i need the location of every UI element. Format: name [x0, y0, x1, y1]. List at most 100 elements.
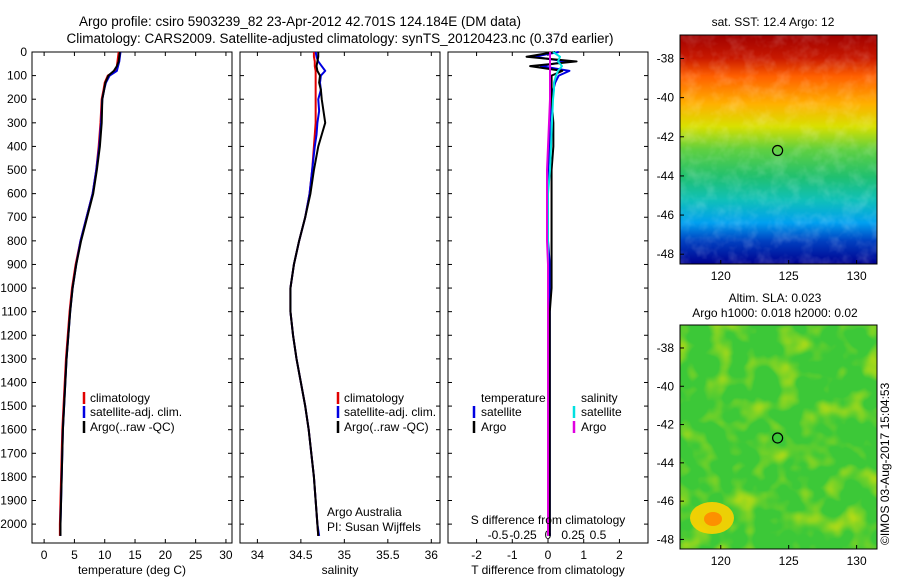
x-tick-label: 25	[189, 548, 203, 562]
figure-title-line2: Climatology: CARS2009. Satellite-adjuste…	[66, 31, 613, 46]
legend-sal-satellite-label: satellite	[581, 405, 622, 419]
sst-heatmap-texture	[680, 35, 877, 264]
y-tick-label: 900	[7, 257, 27, 271]
x-tick-label: 5	[71, 548, 78, 562]
map-x-tick-label: 130	[847, 269, 867, 283]
figure-title-line1: Argo profile: csiro 5903239_82 23-Apr-20…	[79, 14, 521, 29]
legend-temp-satellite-label: satellite	[481, 405, 522, 419]
y-tick-label: 1500	[0, 399, 27, 413]
map-y-tick-label: -40	[657, 91, 675, 105]
argo-float-marker	[772, 144, 784, 157]
temperature-profile-panel: 0100200300400500600700800900100011001200…	[0, 45, 233, 577]
y-tick-label: 0	[20, 45, 27, 59]
y-tick-label: 1200	[0, 328, 27, 342]
plot-frame	[239, 51, 441, 544]
map-y-tick-label: -38	[657, 341, 675, 355]
top-tick-label: 0.5	[590, 528, 607, 542]
series-line-argo	[59, 51, 121, 536]
y-tick-label: 200	[7, 92, 27, 106]
map-y-tick-label: -46	[657, 208, 675, 222]
legend-temp-argo-label: Argo	[481, 420, 507, 434]
sla-map-title-line1: Altim. SLA: 0.023	[729, 291, 822, 305]
legend-argo-label: Argo(..raw -QC)	[344, 420, 429, 434]
x-tick-label: 0	[41, 548, 48, 562]
top-tick-label: -0.5	[488, 528, 509, 542]
plot-frame	[31, 51, 233, 544]
y-tick-label: 800	[7, 234, 27, 248]
map-y-tick-label: -38	[657, 51, 675, 65]
x-tick-label: -2	[471, 548, 482, 562]
x-tick-label: 15	[128, 548, 142, 562]
map-y-tick-label: -40	[657, 379, 675, 393]
x-tick-label: 10	[98, 548, 112, 562]
y-tick-label: 1700	[0, 446, 27, 460]
top-tick-label: 0.25	[561, 528, 585, 542]
difference-legend: temperature salinity satellite Argo sate…	[472, 391, 622, 434]
y-tick-label: 2000	[0, 517, 27, 531]
imos-timestamp: ©IMOS 03-Aug-2017 15:04:53	[878, 382, 892, 545]
x-tick-label: 0	[545, 548, 552, 562]
x-axis-label: temperature (deg C)	[78, 563, 186, 577]
y-tick-label: 500	[7, 163, 27, 177]
map-y-tick-label: -46	[657, 494, 675, 508]
y-tick-label: 1300	[0, 352, 27, 366]
y-tick-label: 1900	[0, 494, 27, 508]
y-tick-label: 1800	[0, 470, 27, 484]
x-axis-label: T difference from climatology	[471, 563, 625, 577]
y-tick-label: 1000	[0, 281, 27, 295]
sst-heatmap	[680, 35, 877, 264]
map-y-tick-label: -44	[657, 456, 675, 470]
map-y-tick-label: -48	[657, 532, 675, 546]
y-tick-label: 400	[7, 139, 27, 153]
sla-map-axes: 120 125 130 -38 -40 -42 -44 -46 -48	[657, 341, 867, 568]
x-tick-label: 1	[580, 548, 587, 562]
map-x-tick-label: 125	[779, 269, 799, 283]
argo-float-marker	[772, 432, 784, 444]
x-tick-label: 35	[338, 548, 352, 562]
y-tick-label: 1600	[0, 423, 27, 437]
temperature-legend: climatology satellite-adj. clim. Argo(..…	[82, 391, 182, 434]
legend-satellite-label: satellite-adj. clim.	[344, 405, 436, 419]
legend-climatology-label: climatology	[344, 391, 404, 405]
difference-top-axis-label: S difference from climatology	[471, 513, 626, 527]
y-tick-label: 1100	[1, 305, 27, 319]
sla-heatmap	[680, 325, 877, 549]
x-tick-label: 36	[425, 548, 439, 562]
legend-salinity-heading: salinity	[581, 391, 618, 405]
legend-temperature-heading: temperature	[481, 391, 546, 405]
map-x-tick-label: 120	[711, 554, 731, 568]
sst-map-title: sat. SST: 12.4 Argo: 12	[712, 15, 835, 29]
map-x-tick-label: 125	[779, 554, 799, 568]
x-tick-label: 34.5	[289, 548, 313, 562]
salinity-profile-panel: 34 34.5 35 35.5 36 salinity	[239, 51, 441, 577]
series-line-salinity-argo	[546, 52, 551, 536]
y-tick-label: 300	[7, 116, 27, 130]
sla-map-frame	[679, 324, 878, 550]
legend-argo-label: Argo(..raw -QC)	[90, 420, 175, 434]
y-tick-label: 700	[7, 210, 27, 224]
map-y-tick-label: -42	[657, 418, 675, 432]
legend-sal-argo-label: Argo	[581, 420, 607, 434]
sst-map-axes: 120 125 130 -38 -40 -42 -44 -46 -48	[657, 51, 867, 283]
x-tick-label: -1	[507, 548, 518, 562]
x-tick-label: 34	[251, 548, 265, 562]
sst-map-frame	[679, 34, 878, 265]
x-axis-label: salinity	[322, 563, 359, 577]
sla-anomaly-core	[704, 512, 722, 526]
attribution-line1: Argo Australia	[327, 505, 402, 519]
legend-climatology-label: climatology	[90, 391, 150, 405]
series-line-argo	[289, 52, 327, 536]
map-y-tick-label: -44	[657, 169, 675, 183]
map-y-tick-label: -48	[657, 247, 675, 261]
y-tick-label: 600	[7, 187, 27, 201]
difference-profile-panel: -2 -1 0 1 2-0.5 -0.25 0 0.25 0.5T difference fro…	[447, 51, 649, 577]
x-tick-label: 35.5	[376, 548, 400, 562]
salinity-legend: climatology satellite-adj. clim. Argo(..…	[336, 391, 436, 434]
attribution-line2: PI: Susan Wijffels	[327, 520, 421, 534]
map-x-tick-label: 130	[847, 554, 867, 568]
x-tick-label: 20	[159, 548, 173, 562]
legend-satellite-label: satellite-adj. clim.	[90, 405, 182, 419]
map-y-tick-label: -42	[657, 130, 675, 144]
sla-map-title-line2: Argo h1000: 0.018 h2000: 0.02	[692, 306, 858, 320]
